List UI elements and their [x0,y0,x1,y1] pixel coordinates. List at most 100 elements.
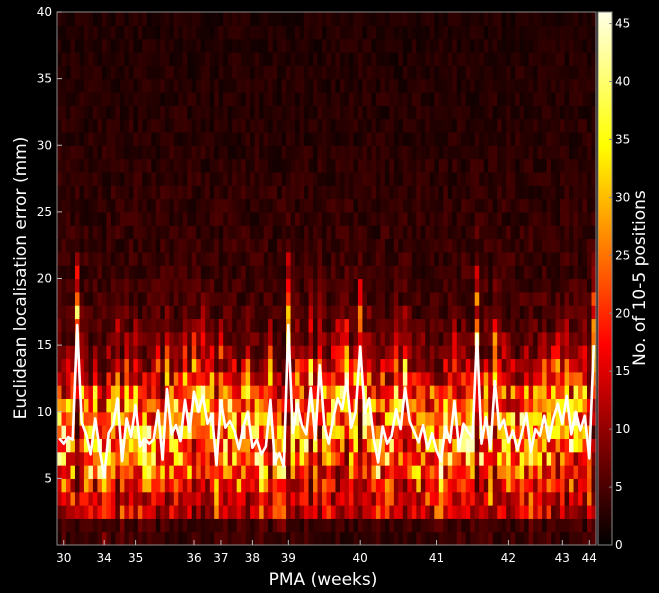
heatmap-cell [407,171,413,186]
heatmap-cell [497,531,503,546]
heatmap-cell [452,12,458,26]
heatmap-cell [488,398,494,413]
heatmap-cell [97,345,103,360]
heatmap-cell [335,211,341,226]
heatmap-cell [227,505,233,519]
heatmap-cell [169,185,175,200]
heatmap-cell [223,505,229,519]
heatmap-cell [384,505,390,519]
heatmap-cell [209,51,215,66]
heatmap-cell [173,425,179,439]
heatmap-cell [214,518,220,533]
heatmap-cell [515,411,521,426]
heatmap-cell [326,491,332,506]
heatmap-cell [569,518,575,533]
heatmap-cell [384,78,390,93]
heatmap-cell [106,251,112,266]
heatmap-cell [326,318,332,333]
heatmap-cell [146,238,152,253]
heatmap-cell [393,105,399,120]
heatmap-cell [65,278,72,293]
heatmap-cell [434,318,440,333]
heatmap-cell [223,491,229,506]
heatmap-cell [115,158,121,173]
heatmap-cell [295,291,301,306]
colorbar-tick-label: 45 [615,17,630,31]
heatmap-cell [393,358,399,373]
heatmap-cell [528,91,534,106]
heatmap-cell [151,278,157,293]
heatmap-cell [515,51,521,66]
heatmap-cell [488,451,494,466]
heatmap-cell [438,505,444,519]
heatmap-cell [465,491,471,506]
heatmap-cell [416,38,422,53]
heatmap-cell [560,38,566,53]
heatmap-cell [411,25,417,40]
heatmap-cell [182,78,188,93]
heatmap-cell [488,465,494,479]
heatmap-cell [164,65,170,80]
heatmap-cell [402,145,408,160]
heatmap-cell [582,371,588,386]
heatmap-cell [533,358,539,373]
heatmap-cell [326,425,332,439]
heatmap-cell [533,198,539,213]
heatmap-cell [286,411,292,426]
heatmap-cell [268,451,274,466]
heatmap-cell [281,51,287,66]
heatmap-cell [245,12,251,26]
heatmap-cell [92,385,99,400]
heatmap-cell [366,465,373,479]
heatmap-cell [272,465,278,479]
heatmap-cell [407,145,413,160]
heatmap-cell [119,65,125,80]
heatmap-cell [295,171,301,186]
heatmap-cell [128,185,134,200]
heatmap-cell [277,531,283,546]
heatmap-cell [573,171,579,186]
heatmap-cell [173,198,179,213]
heatmap-cell [308,291,314,306]
heatmap-cell [542,265,548,280]
heatmap-cell [146,185,152,200]
heatmap-cell [519,531,525,546]
heatmap-cell [214,398,220,413]
heatmap-cell [79,465,85,479]
heatmap-cell [61,118,67,133]
heatmap-cell [465,318,471,333]
heatmap-cell [510,385,516,400]
heatmap-cell [380,358,386,373]
heatmap-cell [178,158,184,173]
heatmap-cell [434,198,440,213]
heatmap-cell [151,211,157,226]
heatmap-cell [272,318,278,333]
heatmap-cell [456,425,462,439]
heatmap-cell [497,12,503,26]
heatmap-cell [348,291,355,306]
colorbar-tick-label: 15 [615,364,630,378]
heatmap-cell [74,451,81,466]
heatmap-cell [461,145,467,160]
heatmap-cell [465,278,471,293]
heatmap-cell [375,265,381,280]
heatmap-cell [290,65,296,80]
heatmap-cell [178,91,184,106]
heatmap-cell [533,331,539,346]
heatmap-cell [510,211,516,226]
heatmap-cell [447,438,453,453]
heatmap-cell [106,198,112,213]
heatmap-cell [578,145,584,160]
heatmap-cell [546,145,552,160]
heatmap-cell [479,65,485,80]
heatmap-cell [348,505,355,519]
heatmap-cell [416,465,422,479]
heatmap-cell [187,51,193,66]
heatmap-cell [537,371,543,386]
heatmap-cell [97,385,103,400]
heatmap-cell [115,91,121,106]
heatmap-cell [169,385,175,400]
heatmap-cell [191,265,197,280]
heatmap-cell [214,411,220,426]
heatmap-cell [461,531,467,546]
